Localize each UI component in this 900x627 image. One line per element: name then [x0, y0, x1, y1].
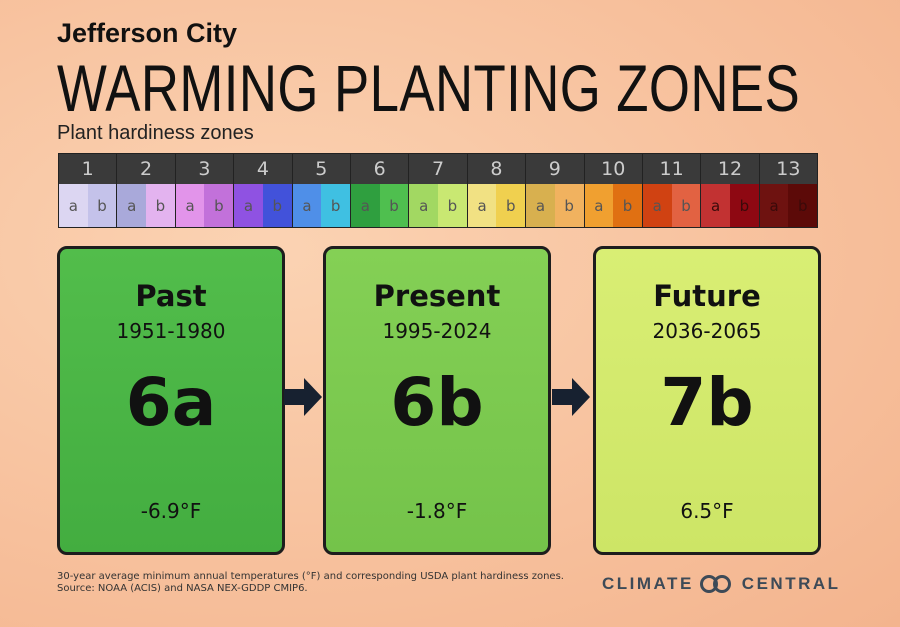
- zone-swatch: a: [759, 184, 789, 227]
- zone-number: 4: [234, 154, 292, 184]
- zone-swatch: a: [584, 184, 614, 227]
- zone-column: 13 a b: [759, 154, 818, 227]
- zone-card: Present 1995-2024 6b -1.8°F: [323, 246, 551, 555]
- zone-swatch: b: [146, 184, 175, 227]
- zone-swatch: b: [204, 184, 234, 227]
- zone-number: 5: [292, 154, 350, 184]
- zone-swatch: b: [438, 184, 467, 227]
- zone-swatch: b: [671, 184, 701, 227]
- zone-number: 12: [701, 154, 759, 184]
- zone-swatch: a: [409, 184, 439, 227]
- zone-number: 3: [175, 154, 234, 184]
- period-years: 1951-1980: [116, 319, 226, 343]
- zone-swatch: a: [292, 184, 322, 227]
- zone-swatch: a: [467, 184, 497, 227]
- zone-card: Past 1951-1980 6a -6.9°F: [57, 246, 285, 555]
- zone-swatch: a: [642, 184, 672, 227]
- period-label: Present: [373, 279, 501, 313]
- zone-swatch: b: [788, 184, 818, 227]
- footnote: 30-year average minimum annual temperatu…: [57, 571, 564, 582]
- logo-icon: [699, 575, 731, 593]
- arrow: [284, 378, 322, 416]
- period-label: Past: [135, 279, 207, 313]
- zone-value: 6a: [125, 364, 217, 441]
- period-years: 1995-2024: [382, 319, 492, 343]
- zone-swatch: a: [175, 184, 205, 227]
- zone-column: 10 a b: [584, 154, 643, 227]
- zone-swatch: b: [321, 184, 350, 227]
- zone-number: 1: [59, 154, 117, 184]
- logo: CLIMATE CENTRAL: [602, 573, 841, 595]
- zone-number: 11: [642, 154, 701, 184]
- zone-number: 6: [350, 154, 409, 184]
- zone-column: 11 a b: [642, 154, 702, 227]
- zone-swatch: a: [234, 184, 263, 227]
- zone-swatch: a: [59, 184, 88, 227]
- zone-swatch: b: [379, 184, 409, 227]
- zone-number: 7: [409, 154, 467, 184]
- logo-text: CENTRAL: [741, 574, 841, 593]
- zone-swatch: b: [262, 184, 292, 227]
- zone-swatch: b: [496, 184, 526, 227]
- zone-column: 12 a b: [701, 154, 760, 227]
- zone-value: 7b: [660, 364, 754, 441]
- city-name: Jefferson City: [57, 18, 238, 48]
- zone-value: 6b: [390, 364, 484, 441]
- zone-number: 9: [526, 154, 584, 184]
- zone-swatch: b: [554, 184, 584, 227]
- headline: WARMING PLANTING ZONES: [57, 51, 801, 125]
- zone-swatch: a: [117, 184, 147, 227]
- zone-legend: 1 a b 2 a b 3 a b 4 a b 5 a b 6 a b 7 a b 8 a b 9 a b 10 a b 11 a b 12 a b 1…: [58, 153, 818, 228]
- zone-swatch: b: [613, 184, 642, 227]
- source: Source: NOAA (ACIS) and NASA NEX-GDDP CM…: [57, 583, 308, 594]
- zone-swatch: a: [701, 184, 730, 227]
- zone-number: 13: [759, 154, 818, 184]
- zone-card: Future 2036-2065 7b 6.5°F: [593, 246, 821, 555]
- zone-number: 10: [584, 154, 642, 184]
- zone-number: 8: [467, 154, 526, 184]
- temperature: -6.9°F: [140, 499, 202, 523]
- zone-swatch: a: [526, 184, 555, 227]
- zone-swatch: b: [730, 184, 759, 227]
- logo-text: CLIMATE: [602, 574, 694, 593]
- zone-swatch: a: [350, 184, 380, 227]
- period-years: 2036-2065: [652, 319, 762, 343]
- zone-swatch: b: [87, 184, 117, 227]
- arrow: [552, 378, 590, 416]
- legend-title: Plant hardiness zones: [57, 122, 254, 144]
- temperature: 6.5°F: [680, 499, 734, 523]
- temperature: -1.8°F: [406, 499, 468, 523]
- period-label: Future: [653, 279, 761, 313]
- zone-number: 2: [117, 154, 175, 184]
